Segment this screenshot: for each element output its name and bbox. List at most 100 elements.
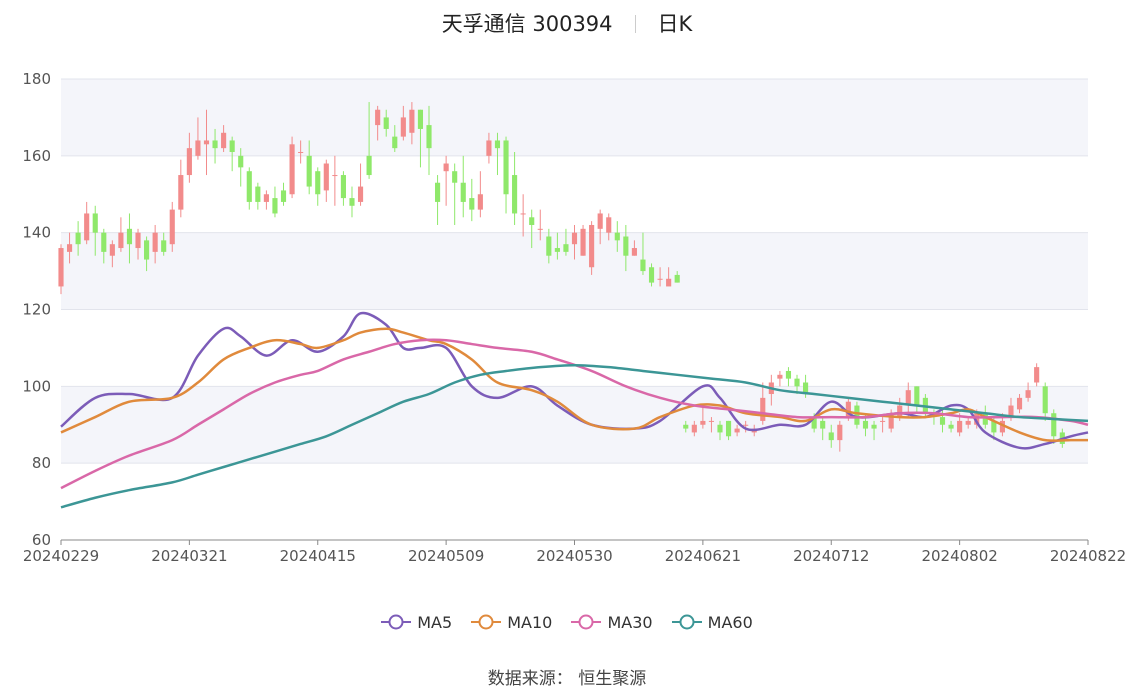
- chart-title: 天孚通信 300394 日K: [0, 8, 1134, 38]
- period-label: 日K: [657, 12, 693, 36]
- x-tick-label: 20240415: [280, 547, 356, 565]
- legend-item-ma5[interactable]: MA5: [381, 612, 452, 632]
- y-tick-label: 120: [22, 301, 51, 319]
- candle-body: [580, 228, 586, 256]
- candle-body: [349, 198, 355, 206]
- candle-body: [1051, 413, 1057, 437]
- candle-body: [1034, 367, 1040, 383]
- candle-body: [957, 420, 963, 433]
- legend-item-ma10[interactable]: MA10: [471, 612, 552, 632]
- candle-body: [417, 109, 424, 129]
- legend-item-ma30[interactable]: MA30: [571, 612, 653, 632]
- candle-body: [1008, 405, 1014, 418]
- candle-body: [306, 155, 312, 187]
- candle-body: [837, 424, 843, 441]
- source-label: 数据来源：: [487, 669, 573, 689]
- candle-body: [126, 228, 133, 245]
- x-tick-label: 20240229: [23, 547, 99, 565]
- candle-body: [546, 236, 552, 256]
- y-tick-label: 80: [32, 454, 51, 472]
- candle-body: [897, 405, 903, 418]
- candle-body: [914, 386, 920, 406]
- candle-body: [854, 405, 860, 425]
- legend-label: MA10: [507, 612, 553, 632]
- candle-body: [152, 232, 158, 252]
- candle-body: [109, 244, 115, 256]
- x-tick-label: 20240621: [665, 547, 741, 565]
- candle-body: [794, 378, 800, 387]
- candle-body: [75, 232, 81, 245]
- stock-title: 天孚通信 300394: [441, 12, 613, 36]
- candle-body: [785, 370, 792, 379]
- candle-body: [597, 213, 603, 229]
- candle-body: [708, 420, 715, 422]
- candle-body: [443, 163, 449, 172]
- candle-body: [888, 413, 894, 429]
- candle-body: [383, 117, 389, 129]
- candle-body: [272, 198, 278, 214]
- candle-body: [734, 428, 740, 433]
- candle-body: [683, 424, 689, 429]
- candle-body: [760, 397, 766, 421]
- candle-body: [452, 171, 458, 183]
- y-tick-label: 100: [22, 377, 51, 395]
- candle-body: [648, 267, 655, 283]
- candle-body: [246, 171, 252, 202]
- candle-body: [777, 374, 783, 379]
- candle-body: [375, 109, 381, 126]
- candle-body: [289, 144, 295, 195]
- data-source: 数据来源： 恒生聚源: [0, 664, 1134, 689]
- candle-body: [238, 155, 244, 168]
- candle-body: [606, 217, 612, 233]
- candle-body: [186, 148, 192, 176]
- candle-body: [315, 171, 321, 195]
- y-tick-label: 160: [22, 147, 51, 165]
- candle-body: [999, 420, 1005, 433]
- candle-body: [1042, 386, 1048, 414]
- candle-body: [828, 432, 834, 441]
- candle-body: [717, 424, 723, 433]
- legend-label: MA60: [707, 612, 753, 632]
- candle-body: [1016, 397, 1023, 410]
- y-tick-label: 180: [22, 70, 51, 88]
- candle-body: [905, 390, 911, 406]
- x-tick-label: 20240712: [793, 547, 869, 565]
- x-tick-label: 20240822: [1050, 547, 1126, 565]
- candle-body: [263, 194, 269, 202]
- candle-body: [974, 413, 980, 425]
- candle-body: [623, 236, 629, 256]
- candle-body: [1025, 390, 1031, 398]
- candle-body: [144, 240, 150, 260]
- legend-circle: [388, 614, 404, 630]
- candle-body: [803, 382, 809, 395]
- candle-body: [298, 151, 304, 153]
- candle-body: [255, 186, 261, 202]
- candle-body: [965, 420, 971, 425]
- candle-body: [195, 140, 201, 156]
- legend-marker-icon: [471, 614, 502, 630]
- candle-body: [357, 186, 364, 202]
- candle-body: [631, 248, 637, 256]
- legend-item-ma60[interactable]: MA60: [671, 612, 753, 632]
- candle-body: [58, 248, 64, 287]
- candle-body: [991, 420, 997, 433]
- candle-body: [460, 182, 466, 202]
- source-value: 恒生聚源: [578, 669, 647, 689]
- candle-body: [939, 417, 946, 425]
- candle-body: [84, 213, 90, 241]
- candle-body: [280, 190, 287, 202]
- candle-body: [589, 224, 595, 268]
- candle-body: [537, 228, 543, 230]
- candle-body: [666, 278, 672, 287]
- candlestick-chart: 60 80 100 120 140 160 180 20240229 20240321 20240…: [22, 70, 1126, 565]
- candle-body: [880, 420, 886, 422]
- candle-body: [871, 424, 877, 429]
- candle-body: [169, 209, 175, 245]
- candle-body: [520, 213, 526, 215]
- legend-label: MA30: [607, 612, 653, 632]
- candle-body: [66, 244, 73, 252]
- candle-body: [674, 274, 680, 283]
- candle-body: [118, 232, 124, 249]
- candle-body: [503, 140, 509, 195]
- ma-line-ma30: [60, 338, 1089, 490]
